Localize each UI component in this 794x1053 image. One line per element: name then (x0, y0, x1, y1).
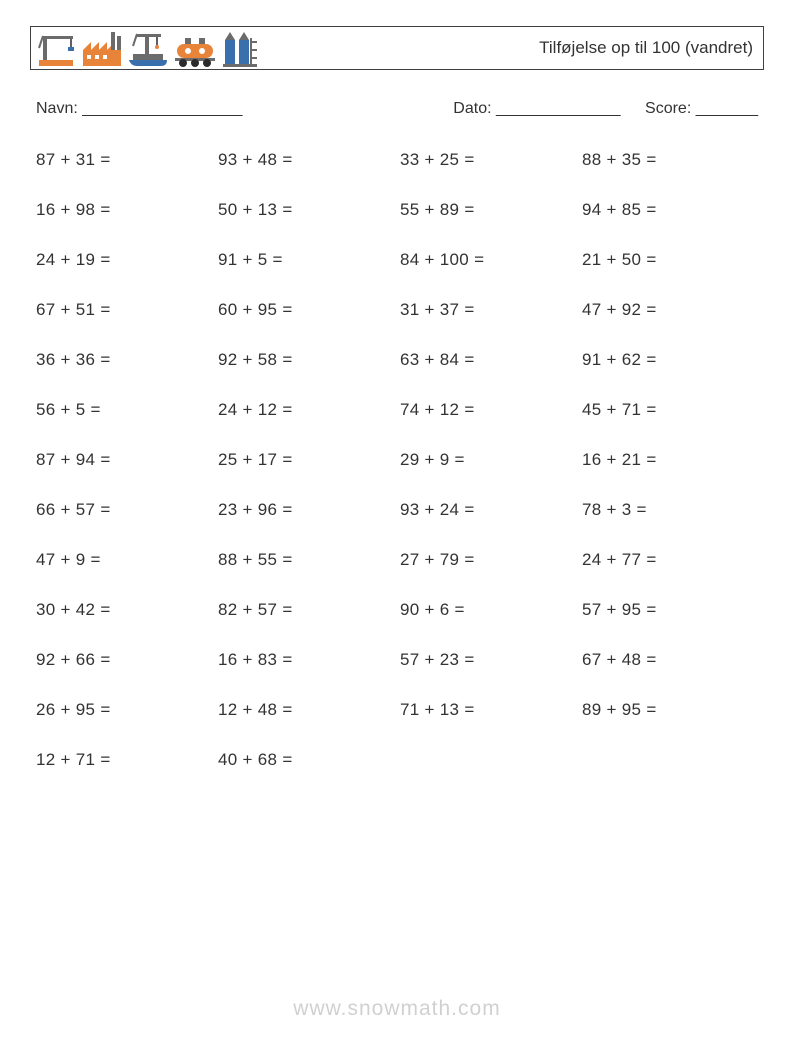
problem-cell: 23 + 96 = (218, 500, 400, 520)
problem-cell: 91 + 5 = (218, 250, 400, 270)
problem-cell: 88 + 55 = (218, 550, 400, 570)
problem-cell: 82 + 57 = (218, 600, 400, 620)
problem-cell: 16 + 98 = (36, 200, 218, 220)
problem-cell: 30 + 42 = (36, 600, 218, 620)
problem-cell (582, 750, 764, 770)
problem-cell: 88 + 35 = (582, 150, 764, 170)
problem-cell: 12 + 71 = (36, 750, 218, 770)
problem-cell: 29 + 9 = (400, 450, 582, 470)
problem-cell: 74 + 12 = (400, 400, 582, 420)
problem-cell: 25 + 17 = (218, 450, 400, 470)
problem-cell: 16 + 83 = (218, 650, 400, 670)
problem-cell: 90 + 6 = (400, 600, 582, 620)
problem-cell: 78 + 3 = (582, 500, 764, 520)
problem-cell: 56 + 5 = (36, 400, 218, 420)
problem-cell: 50 + 13 = (218, 200, 400, 220)
problem-cell: 47 + 9 = (36, 550, 218, 570)
problem-cell: 89 + 95 = (582, 700, 764, 720)
problem-cell: 67 + 51 = (36, 300, 218, 320)
info-row: Navn: __________________ Dato: _________… (36, 100, 758, 118)
problem-cell: 26 + 95 = (36, 700, 218, 720)
problem-cell: 87 + 94 = (36, 450, 218, 470)
silos-icon (221, 30, 259, 68)
problems-grid: 87 + 31 =93 + 48 =33 + 25 =88 + 35 = 16 +… (30, 150, 764, 770)
problem-cell: 24 + 12 = (218, 400, 400, 420)
problem-cell: 67 + 48 = (582, 650, 764, 670)
problem-cell: 94 + 85 = (582, 200, 764, 220)
worksheet-title: Tilføjelse op til 100 (vandret) (539, 38, 753, 58)
problem-cell: 16 + 21 = (582, 450, 764, 470)
header-box: Tilføjelse op til 100 (vandret) (30, 26, 764, 70)
worksheet-page: Tilføjelse op til 100 (vandret) Navn: __… (0, 0, 794, 1053)
problem-cell: 66 + 57 = (36, 500, 218, 520)
problem-cell: 63 + 84 = (400, 350, 582, 370)
name-field-label: Navn: __________________ (36, 100, 242, 117)
problem-cell: 92 + 58 = (218, 350, 400, 370)
problem-cell: 47 + 92 = (582, 300, 764, 320)
watermark: www.snowmath.com (0, 997, 794, 1021)
problem-cell: 71 + 13 = (400, 700, 582, 720)
problem-cell: 31 + 37 = (400, 300, 582, 320)
problem-cell: 24 + 77 = (582, 550, 764, 570)
factory-icon (81, 30, 123, 68)
problem-cell: 27 + 79 = (400, 550, 582, 570)
problem-cell: 45 + 71 = (582, 400, 764, 420)
problem-cell: 91 + 62 = (582, 350, 764, 370)
header-icon-strip (37, 28, 259, 68)
problem-cell: 12 + 48 = (218, 700, 400, 720)
tank-wagon-icon (173, 30, 217, 68)
ship-crane-icon (127, 30, 169, 68)
problem-cell: 40 + 68 = (218, 750, 400, 770)
problem-cell: 84 + 100 = (400, 250, 582, 270)
problem-cell: 21 + 50 = (582, 250, 764, 270)
problem-cell: 33 + 25 = (400, 150, 582, 170)
problem-cell: 92 + 66 = (36, 650, 218, 670)
problem-cell: 57 + 23 = (400, 650, 582, 670)
problem-cell: 87 + 31 = (36, 150, 218, 170)
problem-cell: 55 + 89 = (400, 200, 582, 220)
problem-cell: 60 + 95 = (218, 300, 400, 320)
problem-cell: 24 + 19 = (36, 250, 218, 270)
problem-cell: 57 + 95 = (582, 600, 764, 620)
problem-cell: 93 + 48 = (218, 150, 400, 170)
problem-cell (400, 750, 582, 770)
date-field-label: Dato: ______________ (453, 100, 620, 117)
crane-icon (37, 30, 77, 68)
problem-cell: 93 + 24 = (400, 500, 582, 520)
score-field-label: Score: _______ (645, 100, 758, 117)
problem-cell: 36 + 36 = (36, 350, 218, 370)
